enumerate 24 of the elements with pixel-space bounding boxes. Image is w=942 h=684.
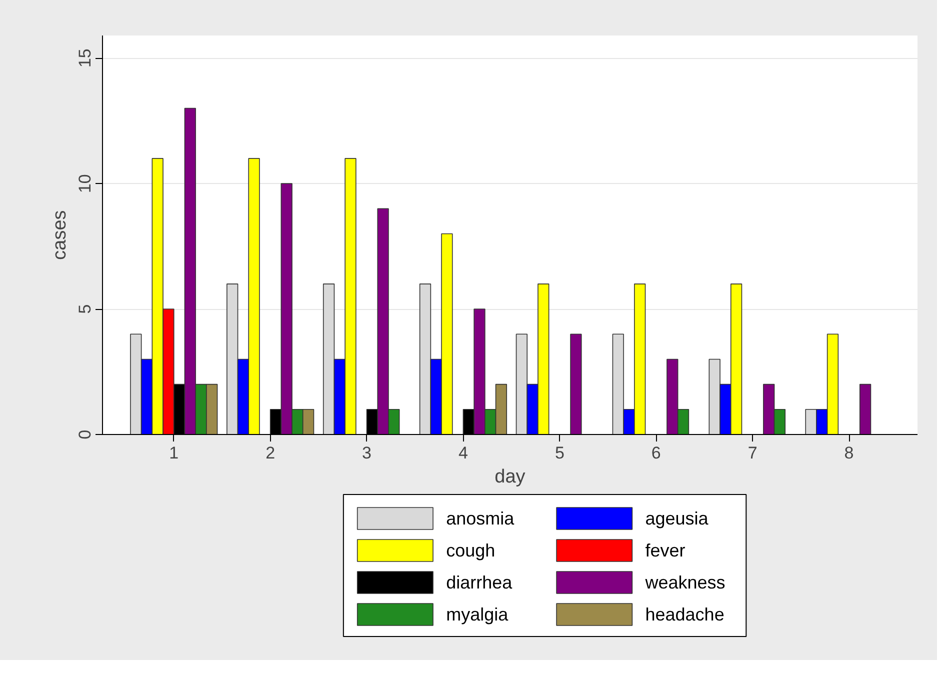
y-tick-label: 10 [76,174,94,194]
y-tick-label: 15 [76,48,94,68]
y-tick-label: 5 [76,304,94,314]
x-tick-label: 4 [458,444,468,462]
y-tick-label: 0 [76,430,94,440]
legend-label: anosmia [446,508,516,528]
x-tick-label: 6 [651,444,661,462]
y-axis-title: cases [50,210,70,260]
x-tick-label: 1 [169,444,179,462]
x-axis-title: day [494,466,526,488]
legend-label: ageusia [645,508,710,528]
x-tick-label: 2 [266,444,276,462]
x-tick-label: 3 [362,444,372,462]
legend-label: cough [446,540,496,560]
legend-label: headache [645,604,724,624]
legend-label: weakness [644,572,726,592]
x-tick-label: 5 [554,444,564,462]
x-tick-label: 7 [748,444,758,462]
legend-label: fever [645,540,686,560]
legend-label: myalgia [446,604,510,624]
bar [859,384,872,434]
legend-label: diarrhea [446,572,514,592]
x-tick-label: 8 [844,444,854,462]
bar [570,334,582,434]
